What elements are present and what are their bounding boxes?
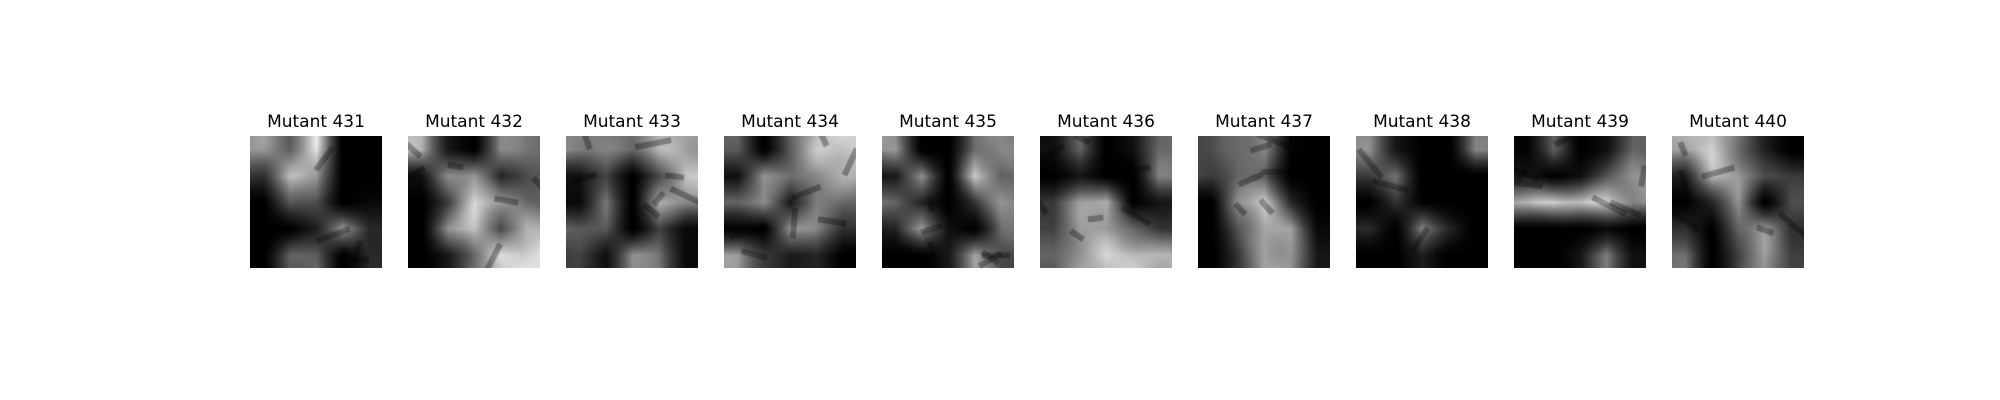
mutant-title: Mutant 433 xyxy=(583,112,681,132)
mutant-title: Mutant 438 xyxy=(1373,112,1471,132)
mutant-image xyxy=(1356,136,1488,268)
mutant-title: Mutant 431 xyxy=(267,112,365,132)
mutant-panel: Mutant 437 xyxy=(1198,0,1330,268)
mutant-panel: Mutant 431 xyxy=(250,0,382,268)
mutant-panel: Mutant 434 xyxy=(724,0,856,268)
mutant-panel: Mutant 438 xyxy=(1356,0,1488,268)
mutant-image xyxy=(408,136,540,268)
mutant-panel: Mutant 433 xyxy=(566,0,698,268)
mutant-panel: Mutant 440 xyxy=(1672,0,1804,268)
mutant-panel: Mutant 432 xyxy=(408,0,540,268)
mutant-image xyxy=(1198,136,1330,268)
mutant-title: Mutant 439 xyxy=(1531,112,1629,132)
mutant-panel: Mutant 439 xyxy=(1514,0,1646,268)
mutant-title: Mutant 435 xyxy=(899,112,997,132)
mutant-image xyxy=(724,136,856,268)
mutant-image xyxy=(882,136,1014,268)
mutant-title: Mutant 436 xyxy=(1057,112,1155,132)
mutant-panel: Mutant 436 xyxy=(1040,0,1172,268)
mutant-image xyxy=(566,136,698,268)
mutant-title: Mutant 434 xyxy=(741,112,839,132)
mutant-panel: Mutant 435 xyxy=(882,0,1014,268)
mutant-title: Mutant 440 xyxy=(1689,112,1787,132)
mutant-image xyxy=(250,136,382,268)
mutant-image xyxy=(1514,136,1646,268)
mutant-title: Mutant 432 xyxy=(425,112,523,132)
mutant-image xyxy=(1672,136,1804,268)
mutant-image xyxy=(1040,136,1172,268)
mutant-title: Mutant 437 xyxy=(1215,112,1313,132)
